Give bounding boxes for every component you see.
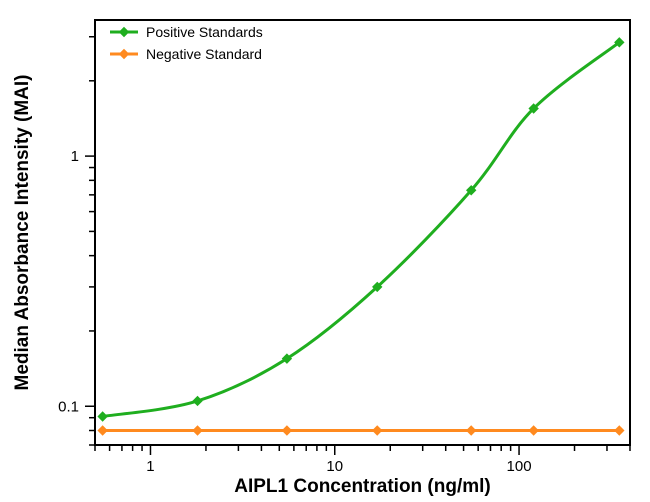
chart-svg: 1 10 100 AIPL1 Concentration (ng/ml) 0.1 1 Med… <box>0 0 650 502</box>
x-tick-label: 1 <box>146 458 154 475</box>
chart-bg <box>0 0 650 502</box>
x-tick-label: 10 <box>326 458 343 475</box>
x-axis-label: AIPL1 Concentration (ng/ml) <box>234 476 491 497</box>
x-tick-label: 100 <box>507 458 532 475</box>
y-axis-label: Median Absorbance Intensity (MAI) <box>12 75 33 391</box>
chart-container: 1 10 100 AIPL1 Concentration (ng/ml) 0.1 1 Med… <box>0 0 650 502</box>
legend-label-1: Negative Standard <box>146 46 262 62</box>
legend-label-0: Positive Standards <box>146 24 263 40</box>
y-tick-label: 1 <box>71 148 79 165</box>
y-tick-label: 0.1 <box>58 398 79 415</box>
